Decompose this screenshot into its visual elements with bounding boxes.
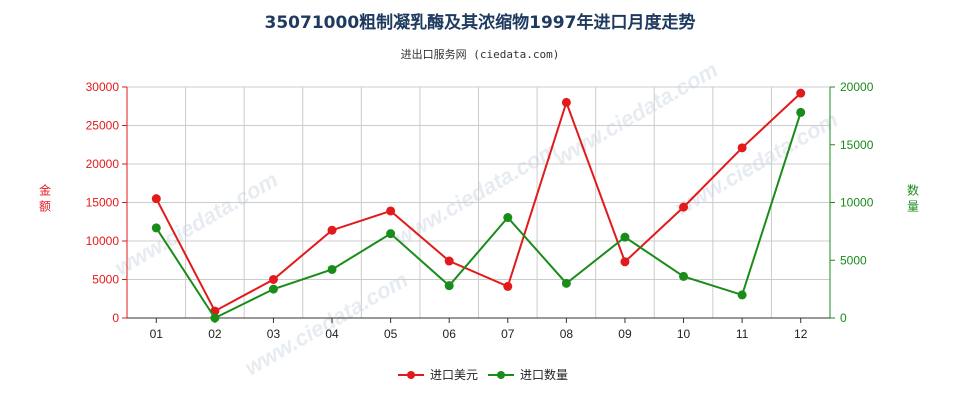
left-tick-label: 15000 — [86, 196, 120, 210]
series-2-point — [327, 264, 337, 274]
right-tick-label: 15000 — [840, 138, 874, 152]
series-1-point — [679, 202, 689, 212]
left-tick-label: 0 — [112, 311, 119, 325]
x-tick-label: 01 — [150, 327, 164, 341]
series-2-point — [679, 271, 689, 281]
watermark-text: www.ciedata.com — [110, 167, 282, 281]
x-tick-label: 09 — [618, 327, 632, 341]
series-line-2 — [155, 112, 802, 320]
series-1-point — [561, 97, 571, 107]
series-1-point — [737, 143, 747, 153]
left-tick-label: 25000 — [86, 119, 120, 133]
legend-layer: 进口美元 进口数量 — [398, 367, 568, 382]
left-tick-label: 30000 — [86, 80, 120, 94]
left-tick-label: 10000 — [86, 234, 120, 248]
x-tick-label: 12 — [794, 327, 808, 341]
series-2-point — [444, 281, 454, 291]
series-1-point — [386, 206, 396, 216]
chart-subtitle: 进出口服务网 (ciedata.com) — [400, 48, 560, 61]
series-2-point — [503, 213, 513, 223]
series-2-point — [620, 232, 630, 242]
series-1-point — [796, 88, 806, 98]
left-tick-label: 20000 — [86, 157, 120, 171]
watermark-text: www.ciedata.com — [550, 57, 722, 171]
legend-marker-2 — [497, 371, 505, 379]
series-1-point — [620, 257, 630, 267]
axis-layer: 0 5000 10000 15000 20000 25000 30000 0 5000 10000… — [39, 80, 919, 341]
series-1-point — [327, 225, 337, 235]
legend-marker-1 — [407, 371, 415, 379]
chart-title: 35071000粗制凝乳酶及其浓缩物1997年进口月度走势 — [264, 13, 696, 33]
right-tick-label: 10000 — [840, 196, 874, 210]
series-2-point — [386, 229, 396, 239]
x-tick-label: 07 — [501, 327, 515, 341]
legend-label-2: 进口数量 — [520, 367, 568, 382]
x-tick-label: 10 — [677, 327, 691, 341]
series-1-point — [444, 256, 454, 266]
series-1-point — [268, 275, 278, 284]
x-tick-label: 02 — [208, 327, 222, 341]
left-tick-label: 5000 — [92, 273, 119, 287]
right-tick-label: 5000 — [840, 253, 867, 267]
series-1-point — [151, 194, 161, 204]
right-tick-label: 20000 — [840, 80, 874, 94]
series-2-point — [151, 223, 161, 233]
series-1-point — [503, 281, 513, 291]
series-2-point — [737, 290, 747, 300]
right-axis-title: 数量 — [907, 183, 919, 214]
series-2-point — [268, 284, 278, 294]
series-layer — [151, 88, 806, 323]
series-2-point — [796, 107, 806, 117]
series-line-1 — [155, 92, 802, 313]
x-tick-label: 11 — [736, 327, 749, 341]
x-tick-label: 05 — [384, 327, 398, 341]
x-tick-label: 04 — [325, 327, 339, 341]
x-tick-label: 06 — [443, 327, 457, 341]
x-tick-label: 03 — [267, 327, 281, 341]
left-axis-title: 金额 — [39, 183, 51, 214]
right-tick-label: 0 — [840, 311, 847, 325]
series-2-point — [210, 313, 220, 323]
series-2-point — [561, 278, 571, 288]
legend-label-1: 进口美元 — [430, 368, 478, 382]
x-tick-label: 08 — [560, 327, 574, 341]
grid-layer — [126, 86, 831, 319]
